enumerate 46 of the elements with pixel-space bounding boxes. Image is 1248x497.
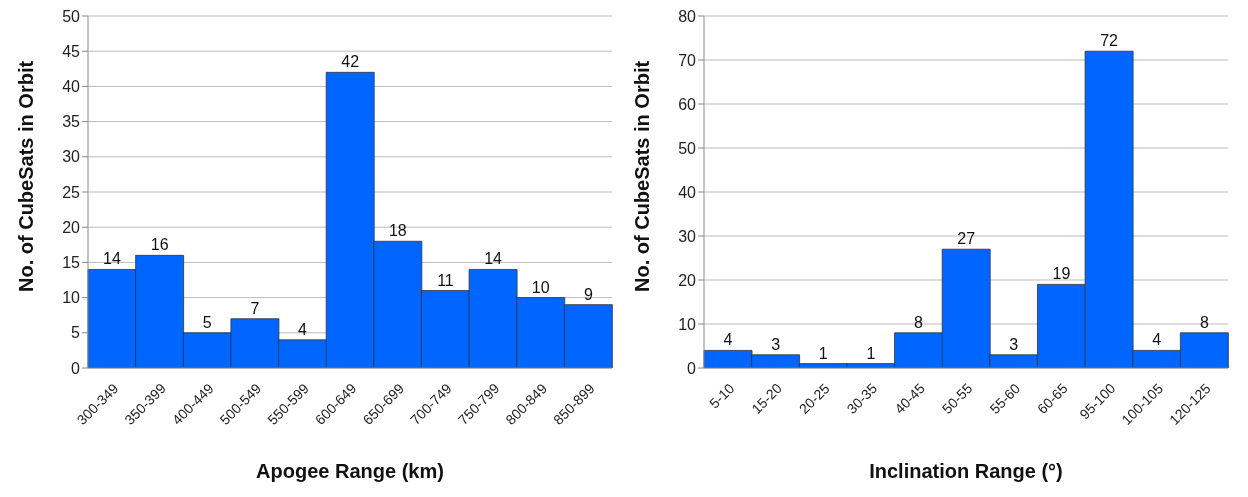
y-tick-label: 5 bbox=[71, 324, 81, 342]
y-tick-label: 70 bbox=[678, 51, 697, 69]
y-tick-label: 35 bbox=[62, 113, 81, 131]
data-label: 4 bbox=[298, 320, 308, 338]
data-label: 8 bbox=[914, 313, 924, 331]
x-axis-title: Apogee Range (km) bbox=[256, 460, 444, 482]
data-label: 4 bbox=[723, 331, 733, 349]
y-tick-label: 40 bbox=[678, 183, 697, 201]
y-axis-title: No. of CubeSats in Orbit bbox=[15, 60, 38, 292]
data-label: 19 bbox=[1052, 265, 1071, 283]
y-tick-label: 50 bbox=[62, 7, 81, 25]
data-label: 14 bbox=[103, 250, 121, 268]
y-tick-label: 0 bbox=[71, 359, 81, 377]
data-label: 72 bbox=[1100, 32, 1119, 50]
data-label: 4 bbox=[1152, 331, 1162, 349]
y-tick-label: 50 bbox=[678, 139, 697, 157]
data-label: 16 bbox=[150, 236, 169, 254]
y-tick-label: 30 bbox=[62, 148, 81, 166]
y-tick-label: 10 bbox=[678, 315, 697, 333]
y-tick-label: 60 bbox=[678, 95, 697, 113]
data-label: 8 bbox=[1199, 313, 1209, 331]
y-tick-label: 20 bbox=[678, 271, 697, 289]
data-label: 10 bbox=[531, 278, 550, 296]
data-label: 9 bbox=[583, 285, 593, 303]
data-label: 27 bbox=[957, 230, 976, 248]
y-tick-label: 0 bbox=[687, 359, 697, 377]
y-tick-label: 10 bbox=[62, 289, 81, 307]
y-tick-label: 40 bbox=[62, 78, 81, 96]
data-label: 1 bbox=[866, 344, 876, 362]
data-label: 7 bbox=[250, 299, 260, 317]
y-axis-title: No. of CubeSats in Orbit bbox=[631, 60, 654, 292]
y-tick-label: 30 bbox=[678, 227, 697, 245]
data-label: 42 bbox=[341, 53, 360, 71]
data-label: 3 bbox=[1009, 335, 1019, 353]
data-label: 1 bbox=[818, 344, 828, 362]
y-tick-label: 45 bbox=[62, 42, 81, 60]
data-label: 3 bbox=[771, 335, 781, 353]
data-label: 11 bbox=[437, 271, 454, 289]
y-tick-label: 25 bbox=[62, 183, 81, 201]
data-label: 14 bbox=[484, 250, 503, 268]
y-tick-label: 80 bbox=[678, 7, 697, 25]
data-label: 5 bbox=[202, 313, 212, 331]
y-tick-label: 15 bbox=[62, 254, 81, 272]
data-label: 18 bbox=[388, 222, 407, 240]
y-tick-label: 20 bbox=[62, 218, 81, 236]
x-axis-title: Inclination Range (°) bbox=[869, 460, 1063, 482]
